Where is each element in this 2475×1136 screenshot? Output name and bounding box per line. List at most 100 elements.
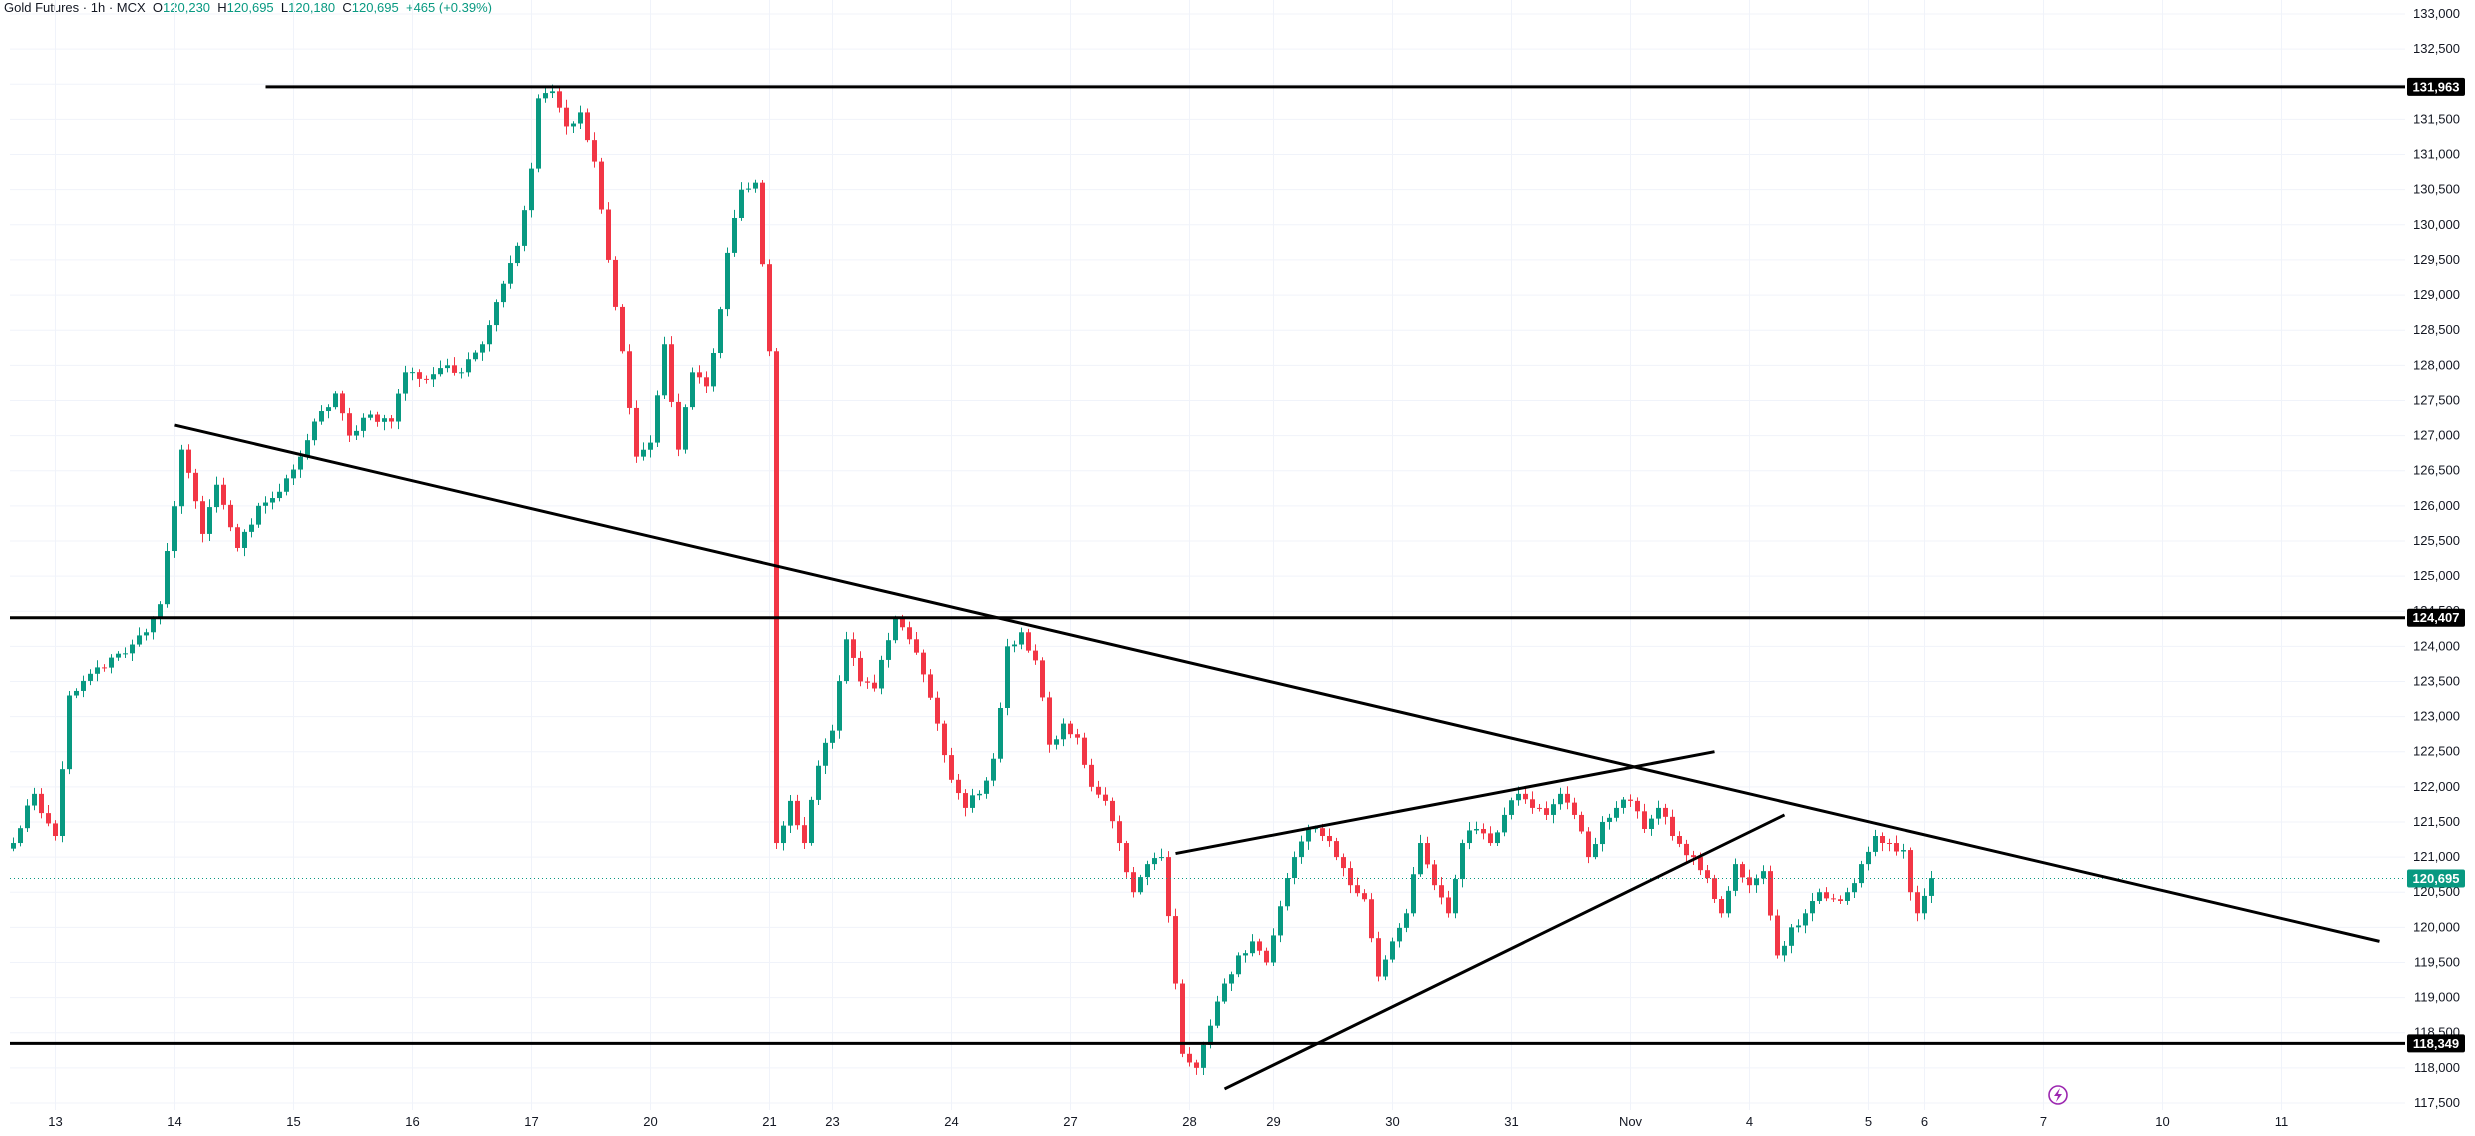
- y-tick-label: 129,000: [2413, 287, 2460, 302]
- high-value: 120,695: [226, 0, 274, 15]
- candle-body: [1887, 842, 1892, 844]
- candle-body: [1684, 843, 1689, 856]
- flash-icon[interactable]: [2048, 1085, 2068, 1105]
- candle-body: [571, 123, 576, 127]
- candle-body: [858, 657, 863, 682]
- candle-body: [1110, 800, 1115, 822]
- candle-body: [585, 112, 590, 141]
- y-tick-label: 127,000: [2413, 428, 2460, 443]
- candle-body: [389, 418, 394, 422]
- y-tick-label: 131,000: [2413, 147, 2460, 162]
- candle-body: [893, 618, 898, 641]
- candle-body: [459, 372, 464, 374]
- candle-body: [235, 527, 240, 548]
- candle-body: [298, 456, 303, 470]
- candle-body: [60, 769, 65, 837]
- candle-body: [193, 472, 198, 502]
- candle-body: [1880, 836, 1885, 843]
- candle-body: [1068, 723, 1073, 735]
- candle-body: [928, 674, 933, 698]
- time-axis[interactable]: 13 14 15 16 17 20 21 23 24 27 28 29 30 31 Nov 4 5 6 7 10 11: [48, 1114, 2288, 1129]
- candle-body: [1439, 885, 1444, 898]
- candle-body: [942, 723, 947, 756]
- candle-body: [1425, 843, 1430, 865]
- candle-body: [1530, 799, 1535, 808]
- candle-body: [263, 502, 268, 506]
- candle-body: [1012, 644, 1017, 647]
- candle-body: [1131, 872, 1136, 893]
- candle-body: [214, 484, 219, 508]
- x-tick-label: 29: [1266, 1114, 1280, 1129]
- candle-body: [1509, 800, 1514, 815]
- candle-body: [361, 417, 366, 431]
- candle-body: [1054, 739, 1059, 745]
- candle-body: [88, 673, 93, 681]
- candle-body: [333, 393, 338, 408]
- candle-body: [270, 498, 275, 503]
- candle-body: [683, 407, 688, 450]
- candle-body: [1103, 794, 1108, 801]
- candle-body: [1635, 800, 1640, 812]
- candle-body: [1173, 916, 1178, 984]
- candle-body: [1194, 1062, 1199, 1068]
- y-tick-label: 131,500: [2413, 111, 2460, 126]
- candle-body: [1082, 737, 1087, 765]
- symbol-name[interactable]: Gold Futures: [4, 0, 80, 15]
- last-price-tag-text: 120,695: [2413, 871, 2460, 886]
- candle-body: [144, 632, 149, 636]
- candle-body: [1250, 941, 1255, 954]
- candle-body: [1243, 953, 1248, 956]
- x-tick-label: 20: [643, 1114, 657, 1129]
- candle-body: [977, 793, 982, 796]
- candle-body: [319, 411, 324, 422]
- candle-body: [1901, 850, 1906, 852]
- candle-body: [151, 618, 156, 633]
- candle-body: [872, 682, 877, 689]
- candle-body: [704, 377, 709, 387]
- candle-body: [1761, 871, 1766, 879]
- candle-body: [900, 618, 905, 628]
- candle-body: [725, 252, 730, 310]
- candle-body: [1047, 697, 1052, 745]
- candle-body: [1579, 814, 1584, 832]
- candle-body: [851, 639, 856, 658]
- candle-body: [1236, 955, 1241, 975]
- candle-body: [1817, 892, 1822, 902]
- trendline: [174, 423, 2380, 943]
- candle-body: [1201, 1044, 1206, 1068]
- timeframe[interactable]: 1h: [90, 0, 106, 15]
- candle-body: [1859, 864, 1864, 884]
- candle-body: [529, 168, 534, 211]
- candle-body: [963, 793, 968, 808]
- candle-body: [1355, 885, 1360, 894]
- candle-body: [956, 779, 961, 794]
- candle-body: [1019, 632, 1024, 645]
- candle-body: [1061, 723, 1066, 740]
- y-tick-label: 123,500: [2413, 673, 2460, 688]
- candle-body: [1747, 877, 1752, 886]
- candle-body: [53, 823, 58, 837]
- candle-body: [1628, 799, 1633, 801]
- x-tick-label: 10: [2155, 1114, 2169, 1129]
- candle-body: [697, 372, 702, 378]
- candle-body: [1278, 906, 1283, 936]
- grid-lines: [10, 0, 2405, 1110]
- candle-body: [1390, 941, 1395, 960]
- candle-body: [1096, 786, 1101, 795]
- candle-body: [1586, 831, 1591, 858]
- close-value: 120,695: [351, 0, 399, 15]
- candle-body: [606, 209, 611, 260]
- x-tick-label: 28: [1182, 1114, 1196, 1129]
- candle-body: [116, 653, 121, 658]
- candle-body: [921, 652, 926, 675]
- y-tick-label: 126,500: [2413, 463, 2460, 478]
- candle-body: [599, 161, 604, 210]
- candle-body: [221, 484, 226, 505]
- candle-body: [886, 640, 891, 660]
- candle-body: [1411, 874, 1416, 914]
- candle-body: [914, 639, 919, 653]
- y-tick-label: 125,000: [2413, 568, 2460, 583]
- candle-body: [1341, 857, 1346, 869]
- price-axis[interactable]: 117,500118,000118,500119,000119,500120,0…: [2413, 6, 2460, 1110]
